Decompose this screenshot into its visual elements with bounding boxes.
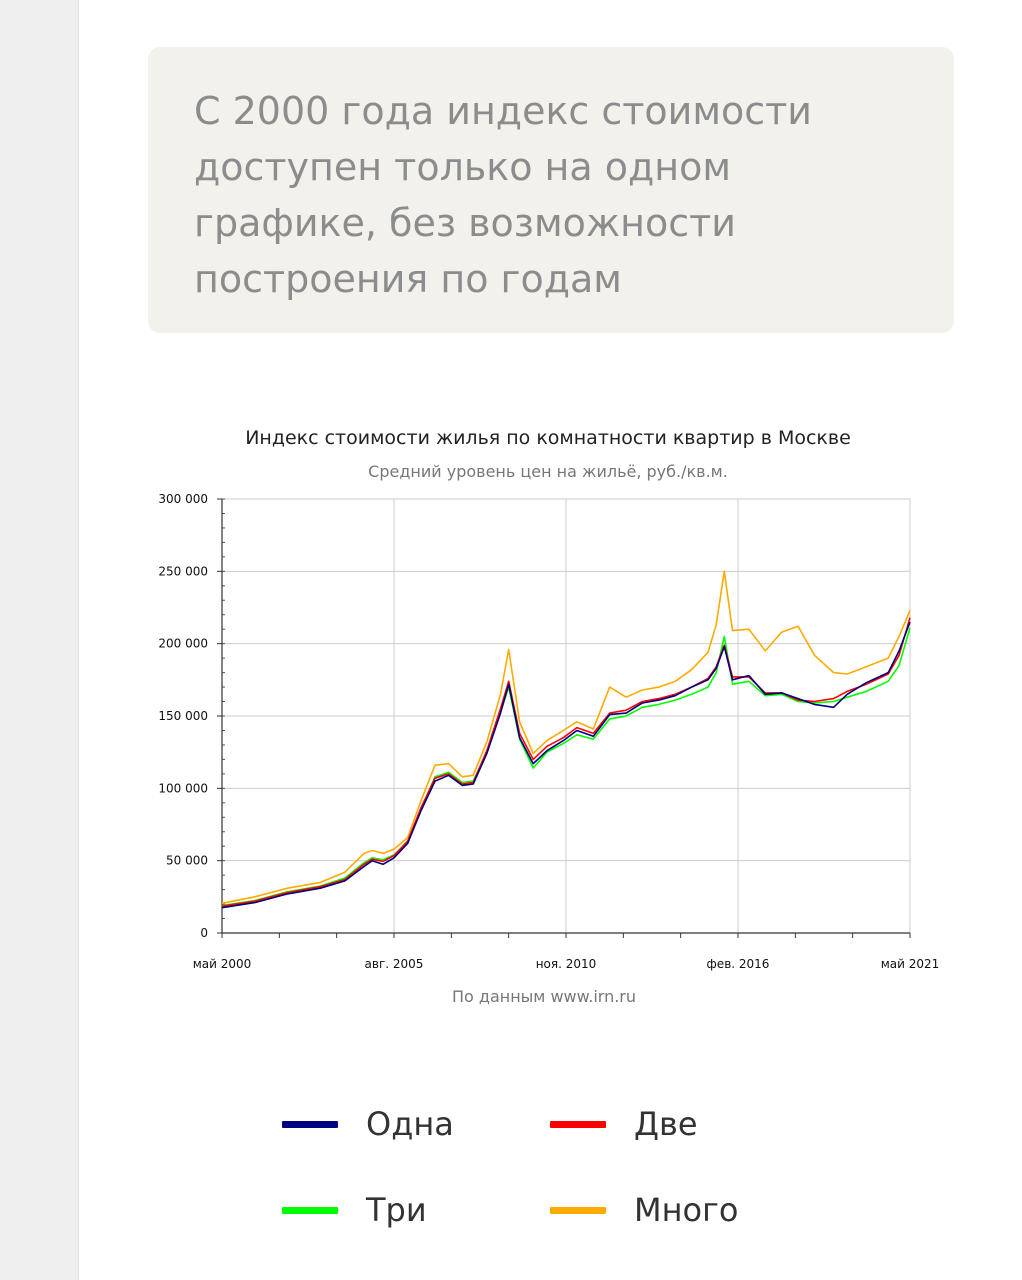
left-rail xyxy=(0,0,79,1280)
chart-source: По данным www.irn.ru xyxy=(452,987,636,1006)
legend-label: Одна xyxy=(366,1105,454,1143)
chart-legend: Одна Две Три Много xyxy=(282,1098,842,1258)
y-tick-label: 50 000 xyxy=(166,854,208,868)
legend-swatch-tri xyxy=(282,1206,338,1214)
legend-swatch-odna xyxy=(282,1120,338,1128)
series-line-mnogo xyxy=(221,570,911,905)
series-line-odna xyxy=(221,621,911,909)
legend-item-odna: Одна xyxy=(282,1098,454,1150)
y-tick-label: 150 000 xyxy=(158,709,208,723)
note-text: С 2000 года индекс стоимости доступен то… xyxy=(194,89,812,301)
x-tick-label: ноя. 2010 xyxy=(536,957,597,971)
y-tick-label: 0 xyxy=(200,926,208,940)
chart-subtitle: Средний уровень цен на жильё, руб./кв.м. xyxy=(368,462,728,481)
series-line-dve xyxy=(221,617,911,907)
y-tick-label: 100 000 xyxy=(158,781,208,795)
series-line-tri xyxy=(221,627,911,907)
x-tick-label: май 2000 xyxy=(193,957,252,971)
legend-item-mnogo: Много xyxy=(550,1184,739,1236)
x-tick-label: авг. 2005 xyxy=(365,957,424,971)
chart-grid xyxy=(221,498,911,934)
x-tick-label: фев. 2016 xyxy=(707,957,770,971)
legend-swatch-mnogo xyxy=(550,1206,606,1214)
chart-title: Индекс стоимости жилья по комнатности кв… xyxy=(245,427,851,449)
price-index-chart: Индекс стоимости жилья по комнатности кв… xyxy=(158,427,939,1006)
legend-item-dve: Две xyxy=(550,1098,698,1150)
y-tick-label: 300 000 xyxy=(158,492,208,506)
y-tick-label: 250 000 xyxy=(158,564,208,578)
x-tick-label: май 2021 xyxy=(881,957,940,971)
y-tick-label: 200 000 xyxy=(158,637,208,651)
legend-label: Много xyxy=(634,1191,739,1229)
chart-series xyxy=(221,570,911,909)
note-box: С 2000 года индекс стоимости доступен то… xyxy=(148,47,954,333)
legend-label: Три xyxy=(366,1191,427,1229)
legend-label: Две xyxy=(634,1105,698,1143)
legend-item-tri: Три xyxy=(282,1184,427,1236)
chart-axes: 0 50 000 100 000 150 000 200 000 250 000 300 0… xyxy=(158,492,939,971)
legend-swatch-dve xyxy=(550,1120,606,1128)
